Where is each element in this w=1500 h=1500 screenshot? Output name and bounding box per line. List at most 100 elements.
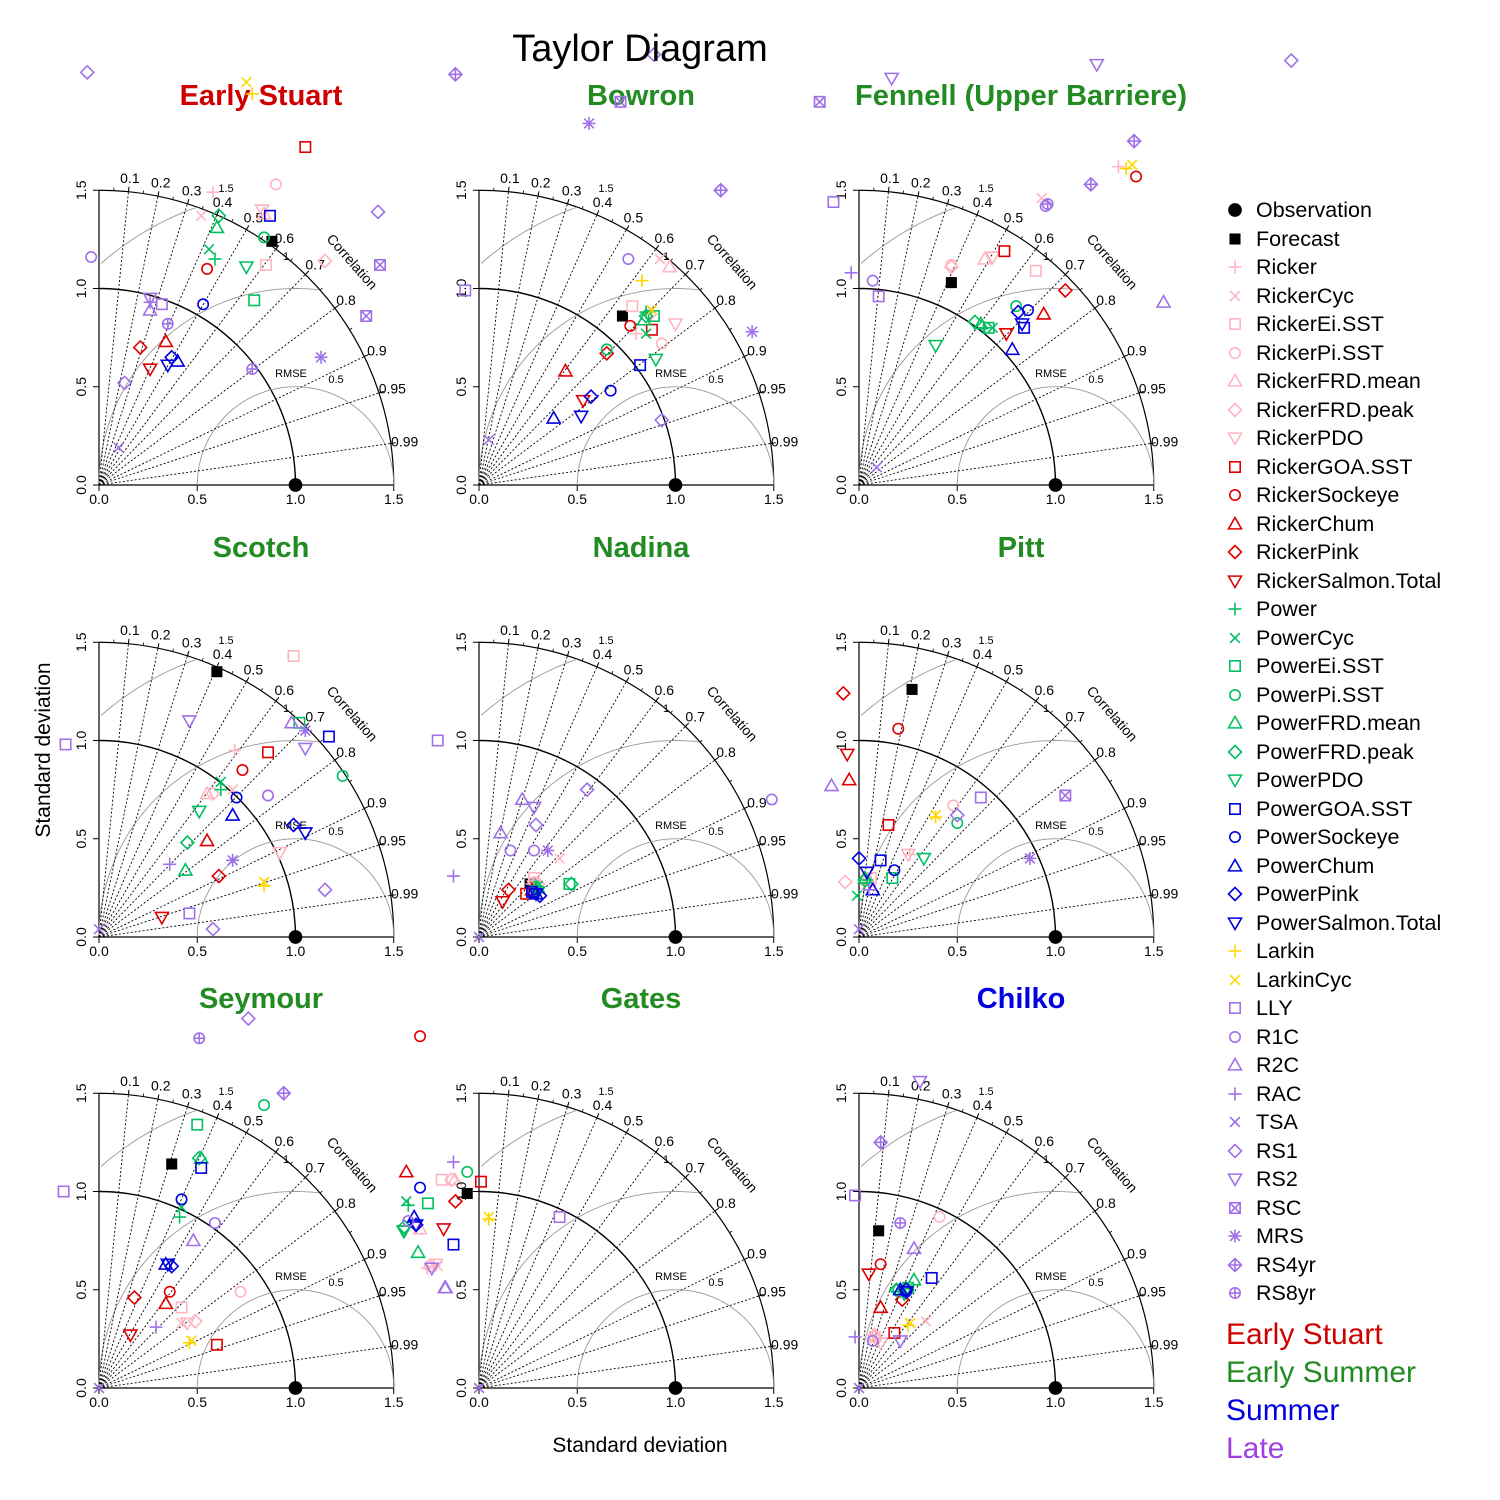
legend-item-rs8yr: RS8yr [1226, 1279, 1441, 1308]
rmse-contour [858, 1191, 1079, 1388]
point-powerpdo [396, 1225, 413, 1239]
point-lly [183, 907, 196, 920]
point-rickercyc [554, 852, 566, 864]
point-rsc [1059, 789, 1072, 802]
point-rickergoa-sst [882, 818, 895, 831]
point-rickersalmon-total [435, 1223, 452, 1237]
point-r1c [402, 1214, 415, 1227]
y-tick-label: 1.0 [73, 1182, 89, 1202]
point-r2c [514, 791, 531, 806]
correlation-minor-tick [1109, 1230, 1113, 1234]
correlation-tick-label: 0.99 [771, 1336, 798, 1352]
correlation-ray [98, 759, 336, 938]
legend-marker-lly [1228, 1001, 1241, 1014]
point-forecast [266, 235, 278, 247]
correlation-ray [858, 643, 889, 938]
correlation-tick-label: 0.3 [942, 182, 962, 198]
legend-marker-rac [1228, 1087, 1242, 1100]
legend-marker-powerei-sst [1228, 659, 1241, 672]
correlation-minor-tick [231, 1121, 234, 1125]
legend-item-rs4yr: RS4yr [1226, 1251, 1441, 1280]
point-mrs [745, 325, 759, 339]
legend-marker-rickerpdo [1227, 432, 1243, 447]
legend-symbol [1228, 659, 1241, 672]
correlation-ray [98, 681, 247, 938]
point-mrs [1023, 851, 1037, 865]
correlation-ray [478, 1295, 760, 1389]
legend-item-rickerpink: RickerPink [1226, 538, 1441, 567]
point-powerpink [164, 1258, 180, 1274]
point-mrs [314, 350, 328, 364]
point-tsa [113, 442, 125, 454]
point-rickersockeye [874, 1258, 887, 1271]
legend-symbol [1227, 574, 1243, 589]
correlation-minor-tick [1020, 236, 1024, 240]
y-axis-label: Standard deviation [32, 662, 55, 838]
x-tick-label: 1.5 [384, 491, 404, 507]
panel-title-bowron: Bowron [587, 80, 695, 112]
legend-item-observation: Observation [1226, 196, 1441, 225]
rmse-axis-label: RMSE [655, 368, 687, 380]
rmse-tick-label: 1.5 [218, 1086, 233, 1098]
y-tick-label: 0.0 [833, 927, 849, 947]
rmse-contour [478, 1191, 699, 1388]
correlation-minor-tick [216, 1114, 219, 1119]
legend-label: RickerGOA.SST [1256, 454, 1413, 479]
x-tick-label: 0.5 [568, 491, 588, 507]
point-larkincyc [646, 304, 658, 316]
legend-label: MRS [1256, 1224, 1304, 1248]
correlation-axis-label: Correlation [704, 1134, 761, 1196]
panel-title-nadina: Nadina [593, 532, 691, 564]
legend-item-rickercyc: RickerCyc [1226, 282, 1441, 311]
correlation-ray [858, 1345, 1151, 1389]
correlation-tick-label: 0.1 [120, 1073, 140, 1089]
point-powergoa-sst [925, 1271, 938, 1284]
correlation-tick-label: 0.95 [759, 833, 786, 849]
correlation-ray [98, 1132, 247, 1389]
point-rs2 [181, 715, 198, 729]
x-tick-label: 0.5 [948, 1394, 968, 1410]
legend-label: RS2 [1256, 1167, 1298, 1191]
correlation-minor-tick [290, 710, 293, 714]
point-rickerpink [835, 685, 851, 701]
correlation-minor-tick [187, 652, 189, 656]
correlation-axis-label: Correlation [324, 231, 381, 293]
legend-item-lly: LLY [1226, 994, 1441, 1023]
point-rickerfrd-mean [199, 785, 215, 800]
outer-arc [858, 189, 1155, 486]
rmse-axis-label: RMSE [655, 1271, 687, 1283]
correlation-axis-label: Correlation [1084, 683, 1141, 745]
point-rickercyc [195, 210, 207, 222]
correlation-tick-label: 0.7 [1065, 1160, 1085, 1176]
correlation-minor-tick [917, 645, 919, 649]
legend-marker-powerpdo [1227, 774, 1243, 789]
correlation-tick-label: 0.6 [275, 1133, 295, 1149]
correlation-minor-tick [1065, 724, 1068, 727]
correlation-tick [1150, 1345, 1156, 1347]
correlation-ray [478, 666, 598, 938]
legend-symbol [1227, 1056, 1243, 1071]
legend-symbol [1227, 1142, 1243, 1159]
rmse-axis-label: RMSE [1035, 1271, 1067, 1283]
x-tick-label: 1.0 [1046, 491, 1066, 507]
correlation-minor-tick [172, 1099, 174, 1103]
observation-point [288, 478, 303, 492]
point-rs4yr [713, 182, 729, 198]
point-rickergoa-sst [210, 1338, 223, 1351]
point-rac [143, 295, 157, 309]
x-tick-label: 1.5 [384, 943, 404, 959]
legend-symbol [1229, 346, 1241, 359]
correlation-minor-tick [231, 218, 234, 222]
outer-arc [98, 1092, 395, 1389]
rmse-contour [100, 206, 198, 264]
correlation-tick-label: 0.5 [624, 662, 644, 678]
point-larkincyc [483, 1211, 495, 1223]
point-powerei-sst [982, 321, 995, 334]
point-lly [57, 1185, 70, 1198]
correlation-minor-tick [729, 779, 733, 783]
point-powerchum [1004, 341, 1021, 356]
correlation-tick-label: 0.1 [120, 170, 140, 186]
legend-symbol [1228, 1201, 1241, 1214]
point-rs2 [142, 292, 158, 307]
x-tick-label: 1.0 [286, 491, 306, 507]
